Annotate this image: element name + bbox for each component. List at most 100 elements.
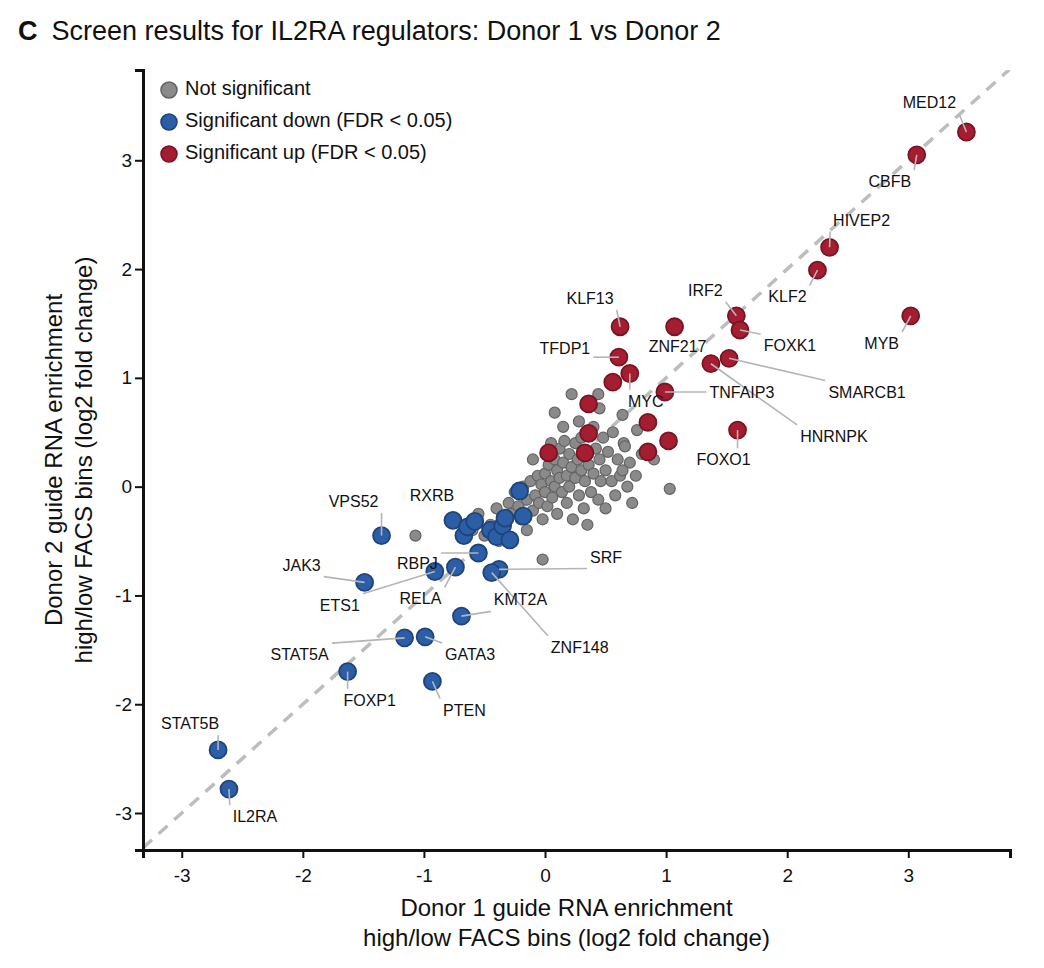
point-label: KLF2 xyxy=(768,288,806,305)
y-axis-title: high/low FACS bins (log2 fold change) xyxy=(70,257,97,664)
tick-mark xyxy=(135,704,143,706)
point-label: STAT5A xyxy=(271,646,329,663)
point xyxy=(515,508,532,525)
point xyxy=(573,416,584,427)
point xyxy=(537,554,548,565)
tick: 2 xyxy=(121,259,143,280)
title-line: CScreen results for IL2RA regulators: Do… xyxy=(18,16,721,46)
point-label: TNFAIP3 xyxy=(709,384,774,401)
tick: -1 xyxy=(416,850,433,886)
point-label: GATA3 xyxy=(445,646,495,663)
tick-mark xyxy=(135,595,143,597)
point-label: SMARCB1 xyxy=(828,384,905,401)
point-label: FOXP1 xyxy=(343,692,396,709)
point xyxy=(617,409,628,420)
point-label: MYC xyxy=(628,393,664,410)
point xyxy=(558,421,569,432)
point xyxy=(573,490,584,501)
legend-item: Significant up (FDR < 0.05) xyxy=(161,141,427,163)
point-label: JAK3 xyxy=(282,557,320,574)
tick-label: 3 xyxy=(121,150,132,171)
point xyxy=(497,510,514,527)
legend-item: Significant down (FDR < 0.05) xyxy=(161,109,452,131)
leader-line xyxy=(593,356,619,358)
tick: -2 xyxy=(295,850,312,886)
leader-line xyxy=(665,391,707,393)
tick-label: -2 xyxy=(115,694,132,715)
chart: CScreen results for IL2RA regulators: Do… xyxy=(0,0,1044,968)
tick: 0 xyxy=(121,476,143,497)
leader-line xyxy=(228,789,230,805)
tick: 3 xyxy=(121,150,143,171)
point-label: MYB xyxy=(864,335,899,352)
point-label: RELA xyxy=(400,590,442,607)
points xyxy=(210,124,975,798)
point xyxy=(527,454,538,465)
leader-line xyxy=(432,681,440,698)
tick-label: 1 xyxy=(121,367,132,388)
tick: -3 xyxy=(115,803,143,824)
tick-label: -3 xyxy=(115,803,132,824)
legend-label: Not significant xyxy=(185,77,311,99)
point xyxy=(511,483,528,500)
point xyxy=(622,481,633,492)
point xyxy=(576,444,593,461)
legend-swatch xyxy=(161,146,177,162)
point-label: IL2RA xyxy=(233,808,278,825)
point xyxy=(607,427,618,438)
point xyxy=(501,531,518,548)
tick-mark xyxy=(135,269,143,271)
leader-line xyxy=(461,611,490,616)
leader-line xyxy=(629,374,631,390)
legend-label: Significant up (FDR < 0.05) xyxy=(185,141,427,163)
point-label: CBFB xyxy=(868,173,911,190)
leader-line xyxy=(425,637,442,643)
axis-line xyxy=(144,851,1011,859)
tick: 0 xyxy=(540,850,551,886)
leader-line xyxy=(499,568,587,570)
point xyxy=(639,414,656,431)
leader-line xyxy=(332,638,405,643)
title: Screen results for IL2RA regulators: Don… xyxy=(52,16,721,46)
leader-line xyxy=(347,672,349,689)
point xyxy=(602,446,613,457)
tick-label: 2 xyxy=(121,259,132,280)
point-label: VPS52 xyxy=(329,493,379,510)
legend-label: Significant down (FDR < 0.05) xyxy=(185,109,452,131)
point-label: KMT2A xyxy=(494,591,548,608)
leader-line xyxy=(829,232,831,248)
tick-mark xyxy=(135,160,143,162)
leaders xyxy=(218,114,966,805)
tick: 3 xyxy=(903,850,914,886)
legend-item: Not significant xyxy=(161,77,311,99)
point-label: FOXK1 xyxy=(764,337,817,354)
point-label: RXRB xyxy=(410,487,454,504)
tick-label: -1 xyxy=(115,585,132,606)
tick-mark xyxy=(135,377,143,379)
point-label: MED12 xyxy=(903,94,956,111)
plot-area xyxy=(143,70,1010,848)
point xyxy=(521,525,532,536)
point xyxy=(630,470,641,481)
leader-line xyxy=(445,567,456,587)
leader-line xyxy=(726,302,737,316)
axis-line xyxy=(135,71,144,851)
point xyxy=(600,465,611,476)
point-label: IRF2 xyxy=(688,282,723,299)
point xyxy=(610,490,621,501)
leader-line xyxy=(729,358,825,380)
tick-mark xyxy=(787,850,789,858)
tick: -3 xyxy=(174,850,191,886)
tick-mark xyxy=(135,486,143,488)
point xyxy=(559,435,570,446)
tick-label: 0 xyxy=(540,865,551,886)
point-label: TFDP1 xyxy=(540,340,591,357)
tick: 2 xyxy=(782,850,793,886)
tick-label: -2 xyxy=(295,865,312,886)
reference-line xyxy=(143,70,1010,848)
leader-line xyxy=(617,310,620,327)
tick-mark xyxy=(666,850,668,858)
point-label: ETS1 xyxy=(320,597,360,614)
tick-label: -1 xyxy=(416,865,433,886)
y-axis: -3 -2 -1 0 1 2 3 xyxy=(115,71,143,851)
